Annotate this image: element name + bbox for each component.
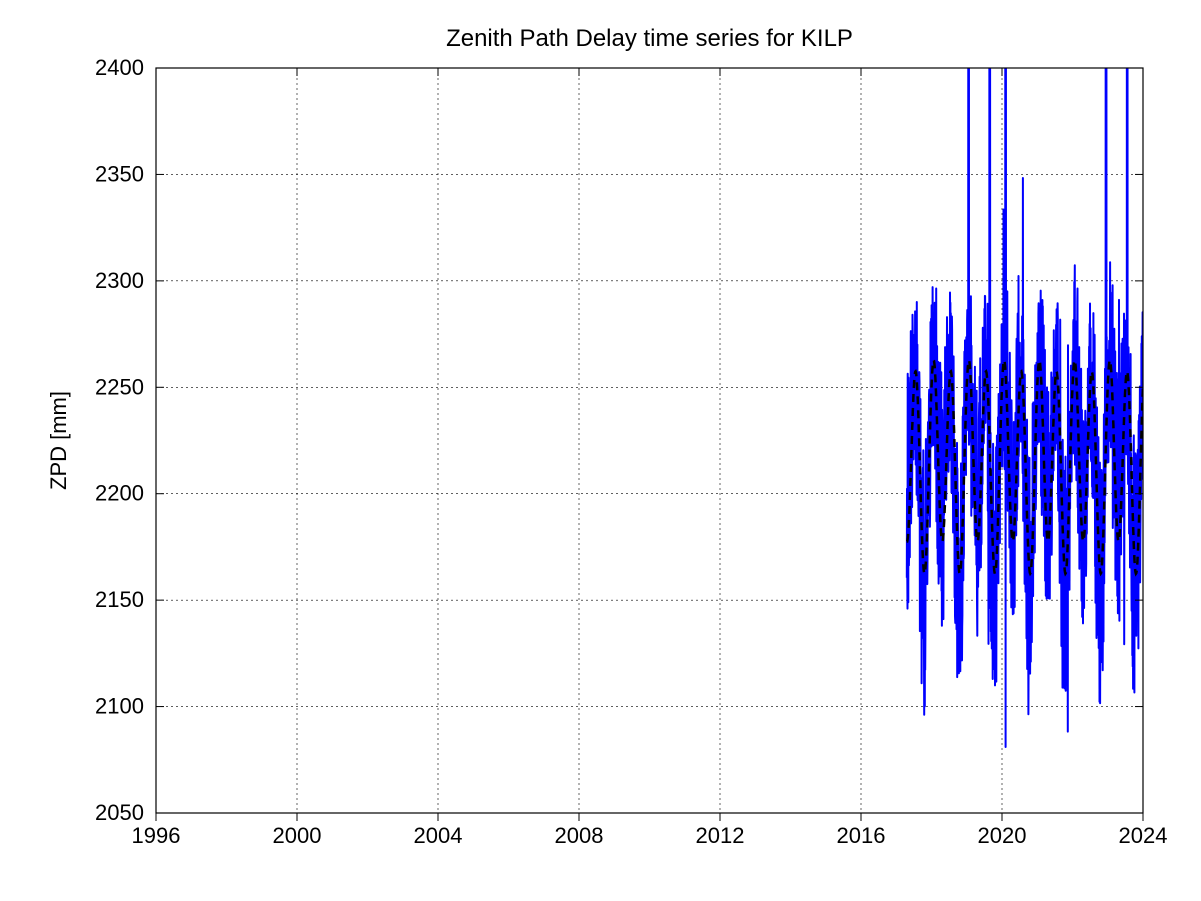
x-tick-label: 1996 bbox=[132, 823, 181, 848]
x-tick-label: 2024 bbox=[1119, 823, 1168, 848]
y-tick-label: 2150 bbox=[95, 587, 144, 612]
x-tick-label: 2000 bbox=[273, 823, 322, 848]
y-tick-label: 2350 bbox=[95, 161, 144, 186]
x-tick-label: 2012 bbox=[696, 823, 745, 848]
chart-container: 1996 2000 2004 2008 2012 2016 2020 2024 2050 2100… bbox=[0, 0, 1201, 901]
y-tick-label: 2200 bbox=[95, 481, 144, 506]
zpd-timeseries-chart: 1996 2000 2004 2008 2012 2016 2020 2024 2050 2100… bbox=[0, 0, 1201, 901]
y-axis-label: ZPD [mm] bbox=[46, 391, 71, 490]
x-tick-label: 2008 bbox=[555, 823, 604, 848]
y-tick-label: 2100 bbox=[95, 694, 144, 719]
y-tick-label: 2300 bbox=[95, 268, 144, 293]
x-tick-label: 2016 bbox=[837, 823, 886, 848]
y-tick-label: 2250 bbox=[95, 374, 144, 399]
chart-title: Zenith Path Delay time series for KILP bbox=[446, 25, 853, 52]
x-tick-label: 2004 bbox=[414, 823, 463, 848]
x-tick-label: 2020 bbox=[978, 823, 1027, 848]
y-tick-label: 2050 bbox=[95, 800, 144, 825]
y-tick-label: 2400 bbox=[95, 55, 144, 80]
